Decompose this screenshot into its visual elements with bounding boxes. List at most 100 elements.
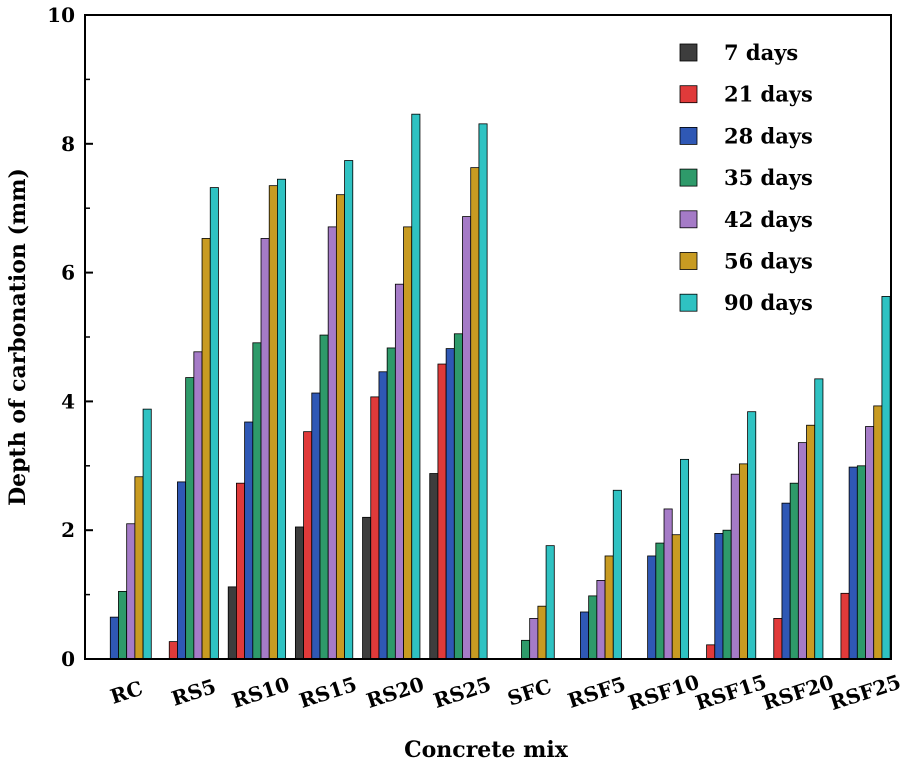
bar-rc-28-days: [109, 616, 119, 660]
bar-rsf20-21-days: [773, 618, 783, 660]
legend-label: 35 days: [724, 165, 813, 190]
bar-rc-90-days: [142, 408, 152, 660]
y-tick-label: 10: [47, 3, 75, 27]
legend-swatch: [679, 168, 698, 187]
y-tick-label: 6: [61, 261, 75, 285]
bar-rs15-35-days: [319, 334, 329, 660]
x-tick-label: RS20: [363, 672, 426, 713]
bar-rs20-35-days: [386, 347, 396, 660]
bar-rs25-7-days: [429, 473, 439, 660]
legend-label: 21 days: [724, 82, 813, 107]
bar-rsf15-56-days: [738, 463, 748, 660]
bar-rs10-35-days: [252, 342, 262, 660]
bar-rs20-56-days: [403, 226, 413, 660]
bar-rs20-42-days: [394, 283, 404, 660]
bar-rs20-21-days: [370, 396, 380, 660]
bar-rs20-28-days: [378, 371, 388, 660]
bar-rs25-90-days: [478, 123, 488, 660]
bar-rsf15-42-days: [730, 473, 740, 660]
bar-rsf15-35-days: [722, 529, 732, 660]
bar-rs5-90-days: [209, 187, 219, 660]
bar-rsf15-21-days: [706, 644, 716, 660]
plot-frame: [84, 14, 892, 660]
bar-rsf25-35-days: [856, 465, 866, 660]
legend-swatch: [679, 85, 698, 104]
bar-rsf10-90-days: [680, 458, 690, 660]
bar-rs5-56-days: [201, 238, 211, 660]
bar-sfc-56-days: [537, 605, 547, 660]
bar-rs5-35-days: [185, 377, 195, 660]
bar-rsf20-35-days: [789, 482, 799, 660]
x-axis-title: Concrete mix: [404, 737, 569, 763]
bar-rsf10-35-days: [655, 542, 665, 660]
bar-rc-42-days: [126, 523, 136, 660]
bar-rs20-90-days: [411, 113, 421, 660]
legend-swatch: [679, 293, 698, 312]
bars: [109, 113, 891, 660]
bar-rsf10-28-days: [647, 555, 657, 660]
bar-rsf5-90-days: [612, 489, 622, 660]
bar-rs5-28-days: [177, 481, 187, 660]
bar-rsf15-90-days: [747, 411, 757, 660]
bar-rs15-7-days: [294, 526, 304, 660]
bar-rsf20-90-days: [814, 378, 824, 660]
bar-rs15-56-days: [335, 194, 345, 660]
bar-sfc-35-days: [521, 639, 531, 660]
y-tick-label: 2: [61, 518, 75, 542]
bar-rs15-28-days: [311, 392, 321, 660]
legend-label: 90 days: [724, 290, 813, 315]
bar-rs10-56-days: [268, 185, 278, 660]
y-tick-label: 8: [61, 132, 75, 156]
y-axis-title: Depth of carbonation (mm): [5, 168, 31, 506]
legend-label: 56 days: [724, 249, 813, 274]
y-tick-label: 0: [61, 647, 75, 671]
y-tick-label: 4: [61, 389, 75, 413]
x-tick-label: RSF5: [565, 672, 629, 713]
bar-rs25-28-days: [445, 348, 455, 660]
bar-rs10-7-days: [227, 586, 237, 660]
legend-label: 42 days: [724, 207, 813, 232]
x-tick-label: RS15: [296, 672, 359, 713]
x-tick-label: RS25: [431, 672, 494, 713]
legend-swatch: [679, 43, 698, 62]
bar-rsf5-42-days: [596, 580, 606, 660]
bar-rs10-42-days: [260, 238, 270, 660]
bar-rs5-21-days: [168, 641, 178, 660]
bar-rs15-90-days: [344, 160, 354, 660]
bar-rs25-42-days: [462, 216, 472, 660]
bar-rsf20-42-days: [797, 442, 807, 660]
bar-rc-35-days: [118, 590, 128, 660]
bar-rsf25-42-days: [865, 426, 875, 660]
bar-rsf25-90-days: [881, 296, 891, 660]
bar-rs20-7-days: [362, 516, 372, 660]
x-tick-label: RSF15: [692, 670, 769, 715]
bar-rsf25-21-days: [840, 592, 850, 660]
bar-rs25-56-days: [470, 167, 480, 660]
x-tick-label: RSF20: [760, 670, 837, 715]
x-tick-label: RS10: [229, 672, 292, 713]
legend-swatch: [679, 127, 698, 145]
legend-label: 28 days: [724, 123, 813, 148]
bar-rs5-42-days: [193, 351, 203, 660]
bar-rs25-21-days: [437, 363, 447, 660]
bar-rs15-21-days: [303, 431, 313, 660]
bar-rsf20-28-days: [781, 502, 791, 660]
bar-rsf20-56-days: [806, 424, 816, 660]
bar-sfc-90-days: [545, 545, 555, 660]
x-tick-label: SFC: [505, 674, 555, 711]
bar-rsf25-28-days: [848, 466, 858, 660]
legend-label: 7 days: [724, 40, 798, 65]
bar-rsf10-42-days: [663, 508, 673, 660]
bar-rsf25-56-days: [873, 405, 883, 660]
bar-rs10-21-days: [236, 482, 246, 660]
x-tick-label: RSF25: [827, 670, 904, 715]
x-tick-label: RS5: [169, 674, 219, 711]
x-tick-label: RC: [107, 676, 145, 709]
legend-swatch: [679, 210, 698, 229]
bar-rs10-28-days: [244, 421, 254, 660]
legend-swatch: [679, 252, 698, 270]
bar-rsf5-56-days: [604, 555, 614, 660]
bar-sfc-42-days: [529, 618, 539, 660]
x-tick-label: RSF10: [625, 670, 702, 715]
